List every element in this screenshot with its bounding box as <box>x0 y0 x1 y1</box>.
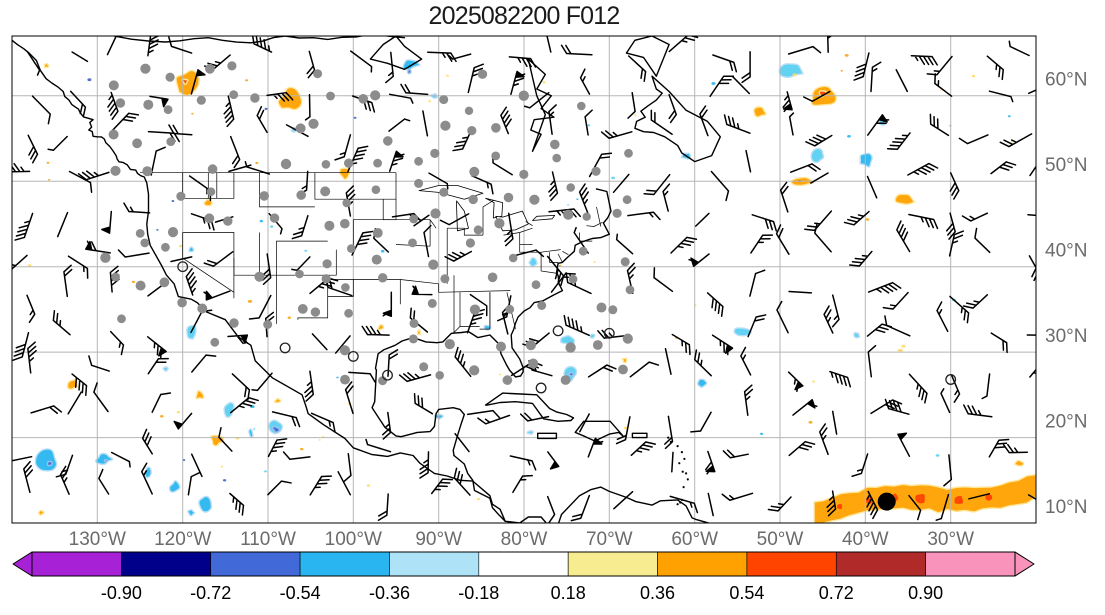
svg-text:50°N: 50°N <box>1045 155 1087 176</box>
svg-text:70°W: 70°W <box>586 529 633 550</box>
svg-text:0.72: 0.72 <box>819 583 854 603</box>
svg-text:60°W: 60°W <box>671 529 718 550</box>
svg-text:0.54: 0.54 <box>729 583 764 603</box>
svg-text:-0.36: -0.36 <box>369 583 410 603</box>
svg-text:110°W: 110°W <box>240 529 296 550</box>
svg-text:50°W: 50°W <box>757 529 804 550</box>
svg-text:-0.54: -0.54 <box>280 583 321 603</box>
svg-text:120°W: 120°W <box>154 529 211 550</box>
svg-text:130°W: 130°W <box>69 529 126 550</box>
svg-text:80°W: 80°W <box>501 529 548 550</box>
svg-text:0.90: 0.90 <box>908 583 943 603</box>
svg-text:60°N: 60°N <box>1045 70 1087 91</box>
svg-text:0.18: 0.18 <box>551 583 586 603</box>
svg-text:40°W: 40°W <box>842 529 889 550</box>
svg-text:10°N: 10°N <box>1045 497 1087 518</box>
svg-text:90°W: 90°W <box>415 529 462 550</box>
svg-text:-0.18: -0.18 <box>458 583 499 603</box>
svg-text:100°W: 100°W <box>325 529 382 550</box>
svg-text:0.36: 0.36 <box>640 583 675 603</box>
svg-text:-0.72: -0.72 <box>190 583 231 603</box>
svg-text:30°N: 30°N <box>1045 326 1087 347</box>
svg-text:-0.90: -0.90 <box>101 583 142 603</box>
svg-text:20°N: 20°N <box>1045 412 1087 433</box>
svg-text:40°N: 40°N <box>1045 241 1087 262</box>
svg-text:30°W: 30°W <box>927 529 974 550</box>
